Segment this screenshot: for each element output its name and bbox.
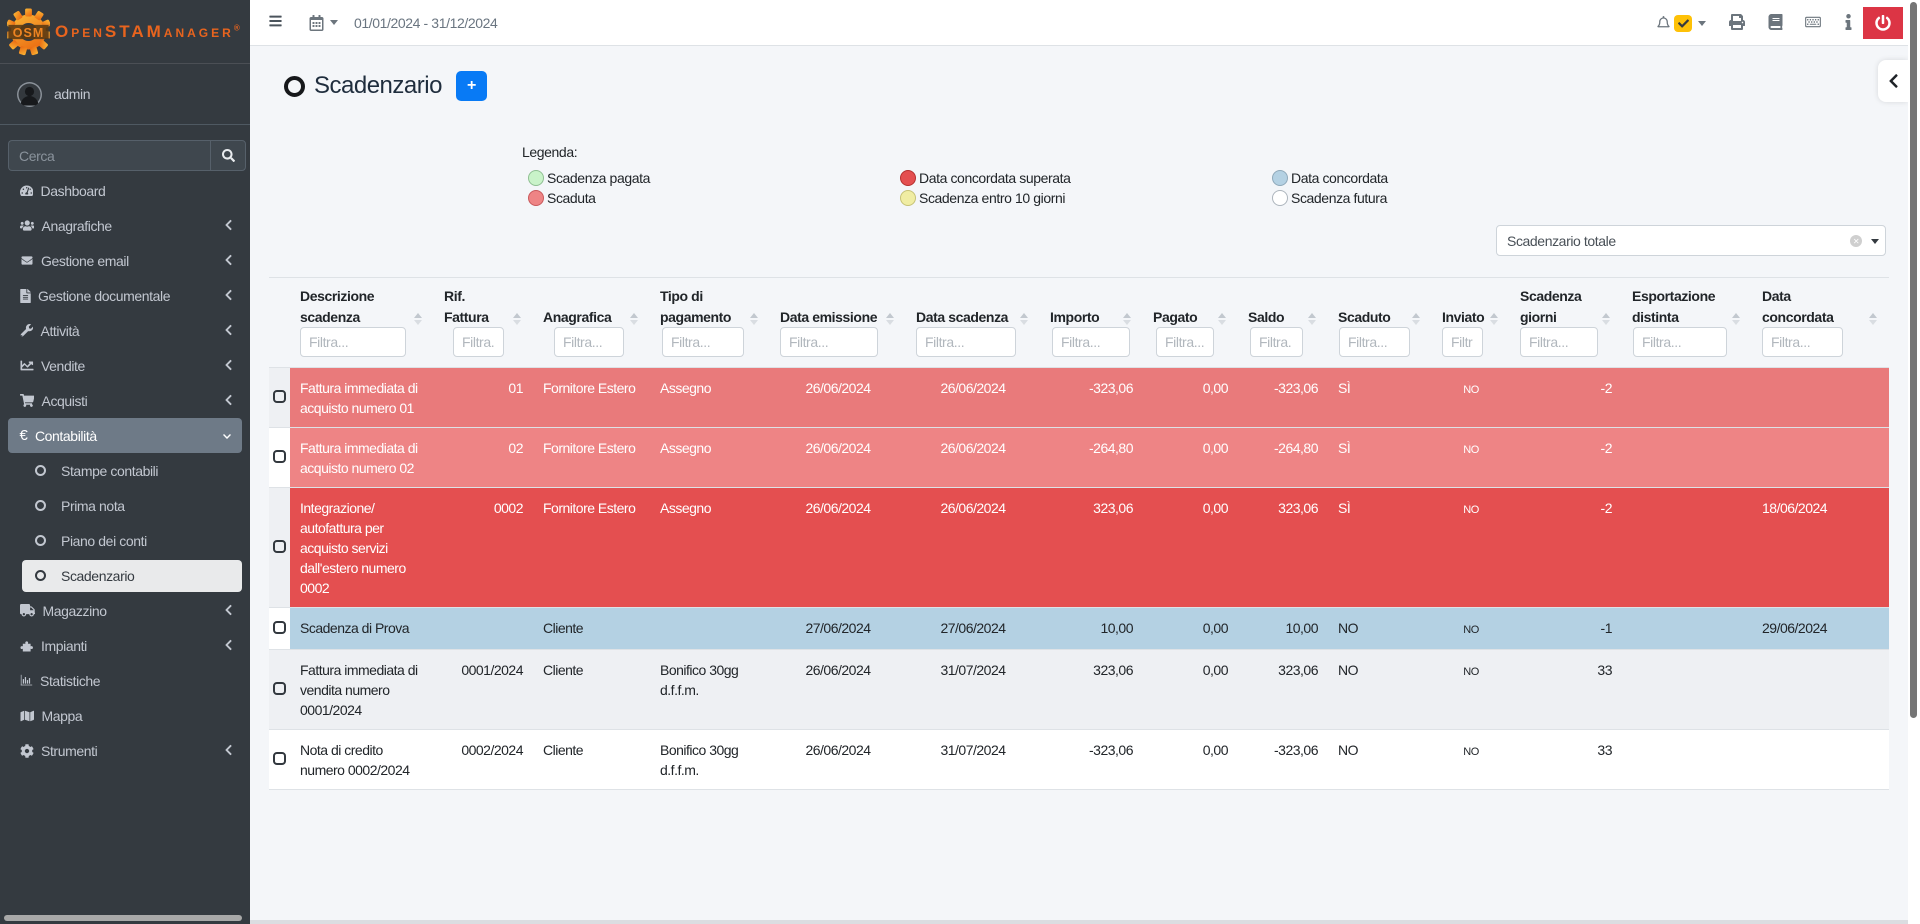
svg-text:OSM: OSM — [13, 26, 44, 40]
